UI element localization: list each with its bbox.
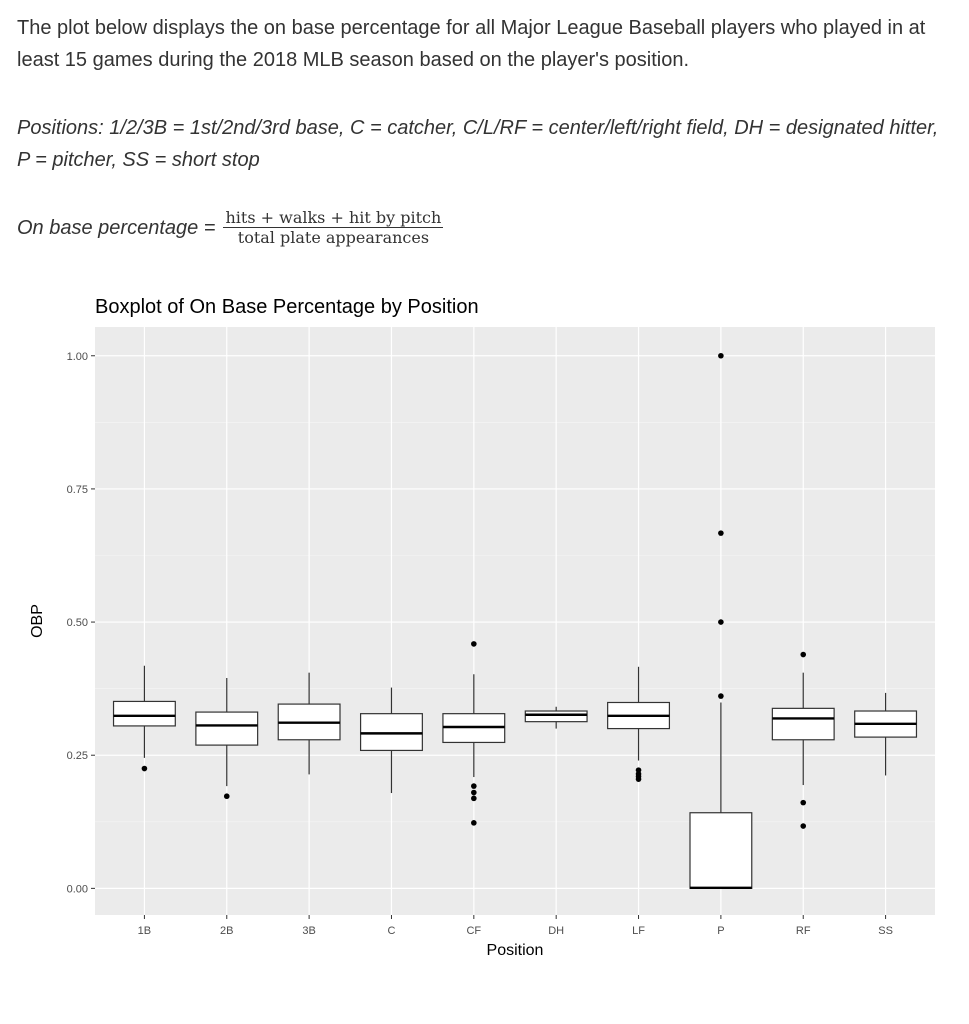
intro-text: The plot below displays the on base perc… (17, 17, 926, 71)
box-2B (195, 711, 259, 746)
y-axis-label: OBP (29, 604, 46, 638)
formula-denominator: total plate appearances (237, 228, 430, 247)
obp-label: On base percentage = (17, 216, 216, 239)
plot-background (95, 327, 935, 915)
outlier-point (471, 783, 477, 789)
formula-numerator: hits + walks + hit by pitch (223, 208, 444, 228)
boxplot-chart: 0.00 0.25 0.50 0.75 1.00 1B 2B 3B C CF DH LF P RF SS Bo… (29, 296, 935, 959)
outlier-point (800, 823, 807, 829)
y-tick-label: 0.25 (67, 750, 88, 762)
box-1B (112, 700, 176, 727)
x-tick-label: 1B (138, 925, 151, 937)
positions-note: Positions: 1/2/3B = 1st/2nd/3rd base, C … (17, 117, 939, 171)
outlier-point (718, 352, 724, 359)
obp-definition: On base percentage = hits + walks + hit … (17, 208, 947, 247)
x-tick-label: SS (878, 925, 893, 937)
y-tick-label: 1.00 (67, 351, 88, 363)
x-tick-label: P (717, 925, 724, 937)
obp-formula: hits + walks + hit by pitch total plate … (223, 208, 444, 247)
x-tick-label: C (387, 925, 395, 937)
box-DH (524, 710, 588, 723)
y-tick-label: 0.75 (67, 484, 88, 496)
outlier-point (471, 795, 477, 802)
x-tick-label: LF (632, 925, 645, 937)
outlier-point (471, 820, 477, 826)
box-P (689, 812, 753, 889)
x-axis-label: Position (487, 942, 544, 959)
outlier-point (718, 693, 724, 699)
chart-title: Boxplot of On Base Percentage by Positio… (95, 296, 479, 318)
outlier-point (800, 651, 807, 658)
outlier-point (800, 799, 807, 806)
x-tick-label: RF (796, 925, 811, 937)
outlier-point (718, 530, 724, 536)
y-tick-label: 0.50 (67, 617, 88, 629)
outlier-point (471, 641, 477, 647)
outlier-point (141, 765, 148, 772)
x-tick-label: DH (548, 925, 564, 937)
box-C (359, 713, 423, 752)
outlier-point (635, 776, 642, 782)
box-RF (771, 707, 835, 741)
y-tick-label: 0.00 (67, 883, 88, 895)
chart-panel: 0.00 0.25 0.50 0.75 1.00 1B 2B 3B C CF DH LF P RF SS Bo… (17, 285, 947, 976)
outlier-point (471, 789, 477, 796)
x-tick-label: CF (466, 925, 481, 937)
outlier-point (223, 793, 230, 800)
x-tick-label: 3B (302, 925, 315, 937)
outlier-point (718, 619, 724, 625)
x-tick-label: 2B (220, 925, 233, 937)
